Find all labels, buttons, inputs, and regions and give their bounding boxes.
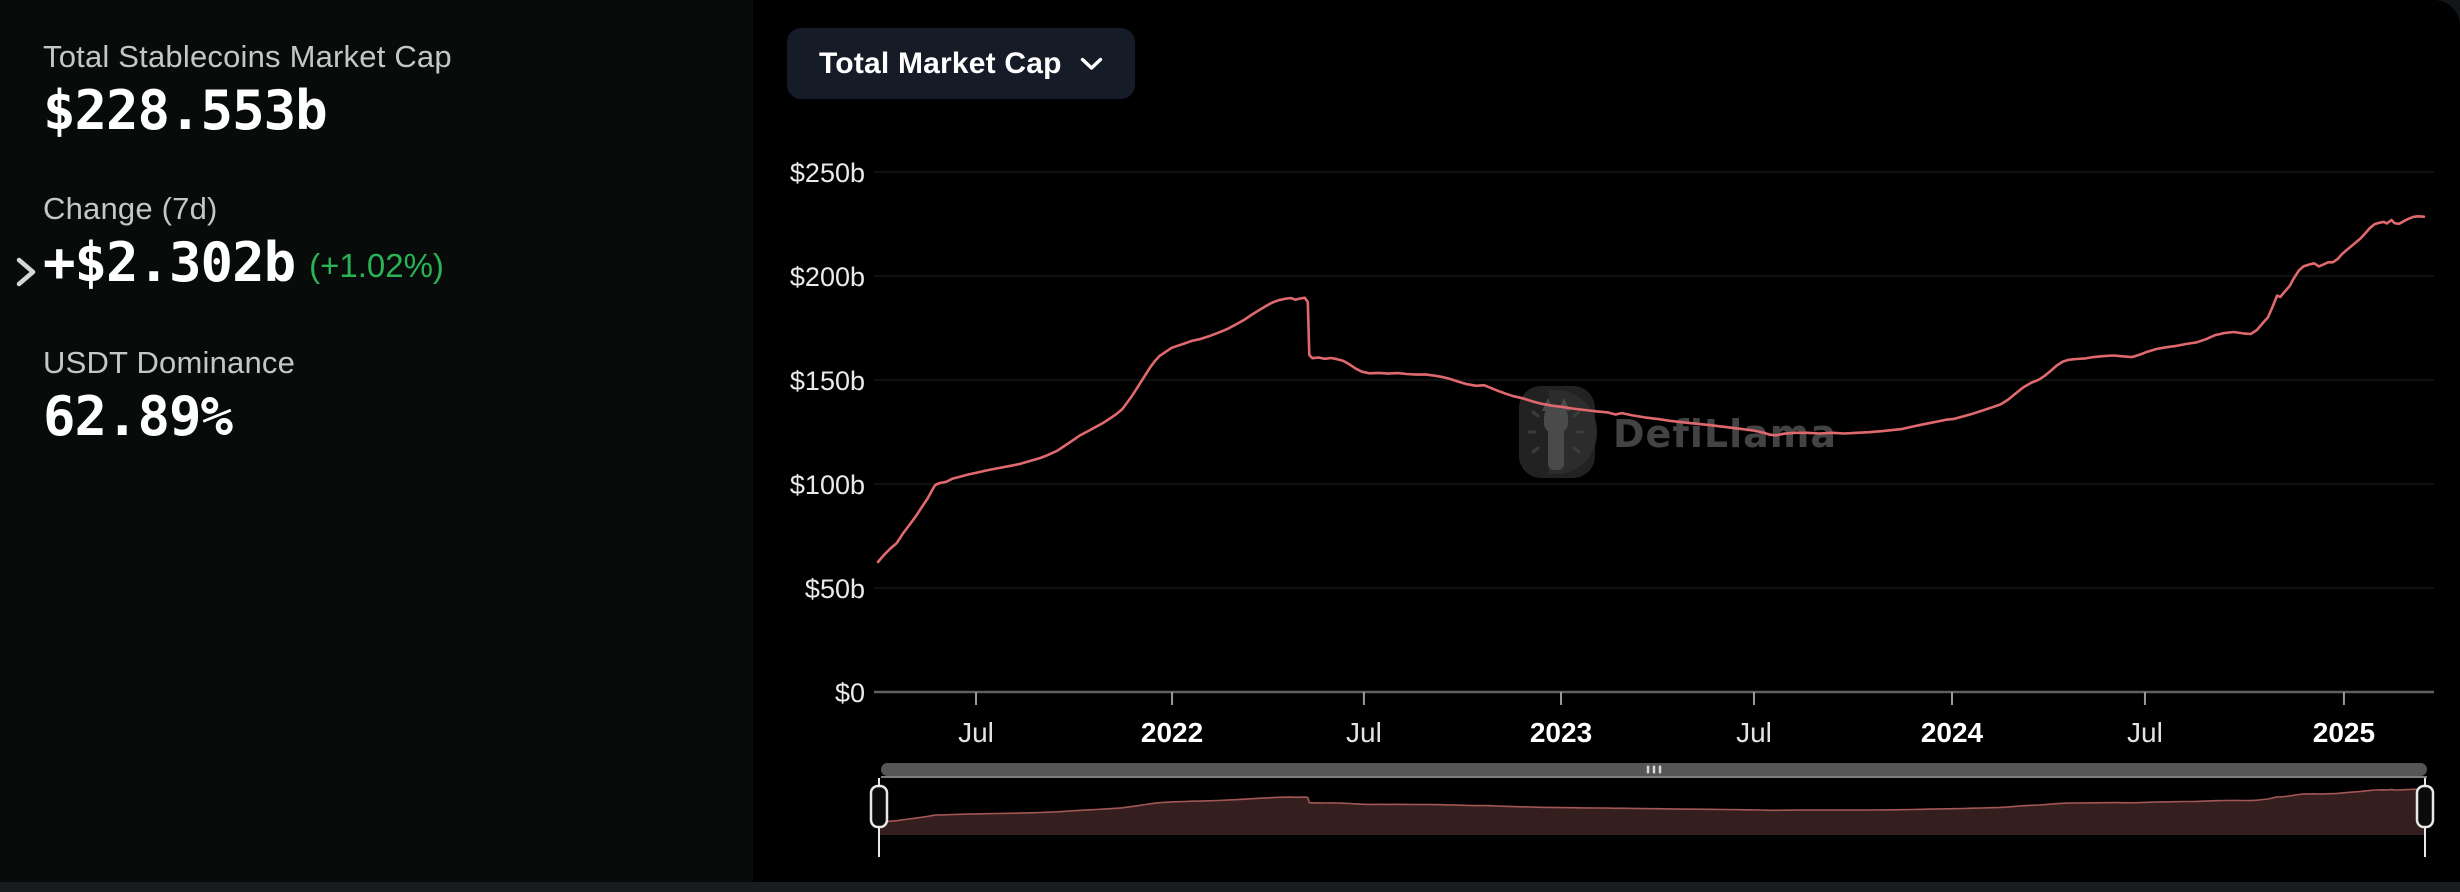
y-axis-label: $150b [790,366,865,396]
change-value: +$2.302b [43,231,296,294]
brush-handle-right[interactable] [2415,784,2435,829]
y-axis-label: $250b [790,158,865,188]
x-axis-label: 2022 [1141,717,1203,748]
brush-grip[interactable] [1658,765,1662,774]
change-percent: (+1.02%) [309,247,444,284]
chevron-right-icon [16,257,36,287]
metric-selector-label: Total Market Cap [819,46,1062,80]
brush-handle-left[interactable] [869,784,889,829]
x-axis-label: Jul [1736,717,1772,748]
chart-panel: Total Market Cap [753,0,2460,882]
stat-label: Total Stablecoins Market Cap [43,39,452,74]
stat-label: USDT Dominance [43,345,296,380]
sidebar-expand-button[interactable] [6,250,46,294]
stat-change-7d: Change (7d) +$2.302b (+1.02%) [43,190,444,294]
y-axis-label: $200b [790,262,865,292]
metric-selector-button[interactable]: Total Market Cap [787,28,1135,99]
x-axis-label: Jul [2127,717,2163,748]
clock-ticks-icon [1527,410,1585,454]
x-axis-label: Jul [958,717,994,748]
stat-label: Change (7d) [43,191,218,226]
brush-grip[interactable] [1652,765,1656,774]
stat-total-market-cap: Total Stablecoins Market Cap $228.553b [43,38,452,139]
stat-usdt-dominance: USDT Dominance 62.89% [43,344,295,445]
x-axis-label: 2024 [1921,717,1984,748]
stat-value: $228.553b [43,79,328,142]
brush-mini-area[interactable] [878,789,2424,835]
stats-sidebar: Total Stablecoins Market Cap $228.553b C… [0,0,753,882]
chevron-down-icon [1080,57,1102,70]
x-axis-label: 2023 [1530,717,1592,748]
x-axis-label: Jul [1346,717,1382,748]
x-axis-label: 2025 [2313,717,2375,748]
stat-value: 62.89% [43,385,233,448]
y-axis-label: $0 [835,678,865,708]
stat-value: +$2.302b (+1.02%) [43,235,444,294]
page-bottom-strip [0,882,2460,892]
y-axis-label: $50b [805,574,865,604]
market-cap-line [876,215,2426,564]
brush-grip[interactable] [1646,765,1650,774]
y-axis-label: $100b [790,470,865,500]
brush-mini-line [877,788,2424,824]
